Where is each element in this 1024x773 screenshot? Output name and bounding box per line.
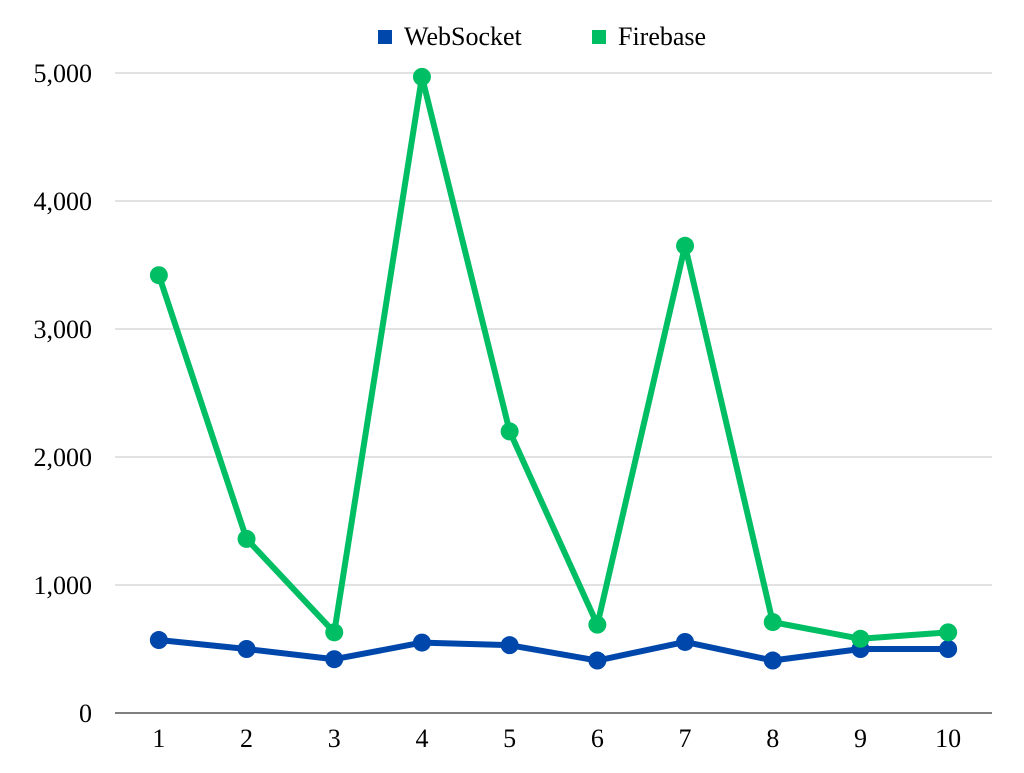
x-tick-label: 2 [240, 724, 253, 753]
data-point [237, 640, 256, 658]
x-tick-label: 9 [854, 724, 867, 753]
x-tick-label: 3 [328, 724, 341, 753]
x-tick-label: 8 [766, 724, 779, 753]
y-tick-label: 3,000 [34, 315, 93, 344]
data-point [588, 651, 607, 670]
grid-lines [115, 72, 992, 586]
y-tick-label: 0 [79, 699, 92, 728]
x-tick-label: 4 [415, 724, 428, 753]
series-plot [149, 67, 958, 670]
data-point [763, 613, 782, 632]
data-point [939, 623, 958, 642]
data-point [939, 640, 958, 658]
data-point [763, 651, 782, 670]
data-point [325, 623, 344, 642]
data-point [149, 266, 168, 285]
data-point [412, 633, 431, 652]
legend: WebSocket Firebase [378, 22, 706, 51]
x-tick-label: 1 [152, 724, 165, 753]
y-tick-label: 1,000 [34, 571, 93, 600]
y-tick-label: 5,000 [34, 59, 93, 88]
x-tick-label: 7 [679, 724, 692, 753]
series-firebase [149, 67, 958, 648]
data-point [676, 236, 695, 255]
series-line [155, 637, 952, 664]
series-websocket [149, 631, 958, 670]
legend-swatch [592, 30, 606, 44]
y-tick-label: 4,000 [34, 187, 93, 216]
x-tick-label: 5 [503, 724, 516, 753]
data-point [237, 529, 256, 548]
legend-swatch [378, 30, 392, 44]
data-point [500, 636, 519, 655]
data-point [412, 67, 431, 86]
data-point [851, 629, 870, 648]
series-line [155, 73, 952, 642]
x-tick-label: 10 [935, 724, 961, 753]
data-point [149, 631, 168, 650]
legend-label: WebSocket [404, 22, 523, 51]
legend-label: Firebase [618, 22, 706, 51]
data-point [325, 650, 344, 669]
axes: 0 1,000 2,000 3,000 4,000 5,000 1 2 3 4 5 6 7 8 9 10 [34, 59, 992, 753]
data-point [500, 422, 519, 441]
data-point [588, 615, 607, 634]
data-point [676, 632, 695, 651]
y-tick-label: 2,000 [34, 443, 93, 472]
x-tick-label: 6 [591, 724, 604, 753]
